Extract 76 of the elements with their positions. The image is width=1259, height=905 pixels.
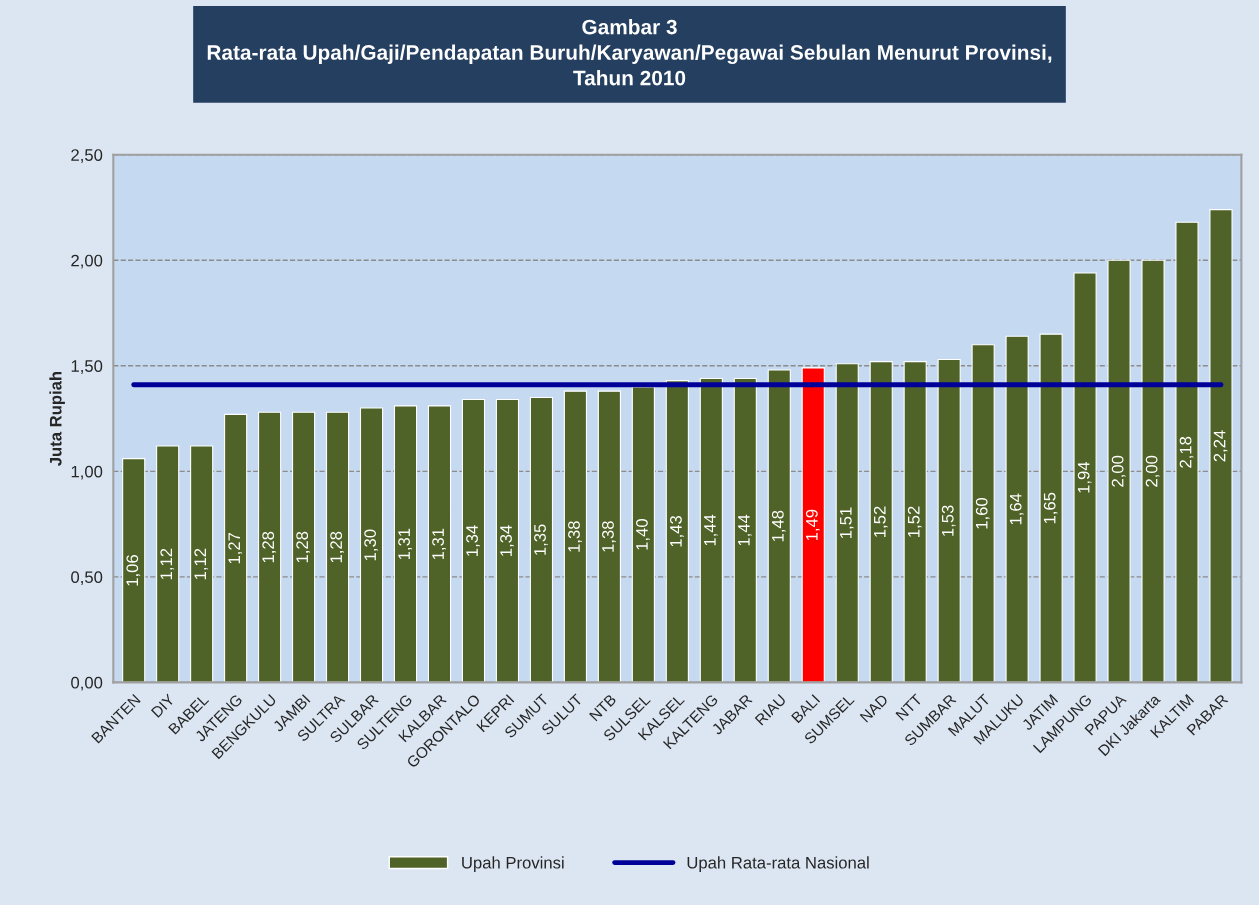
bar: [801, 367, 825, 683]
bar: [1209, 209, 1233, 683]
data-label: 1,38: [602, 521, 616, 552]
data-label: 1,34: [500, 525, 514, 556]
data-label: 1,28: [262, 531, 277, 563]
bar: [1005, 335, 1029, 683]
y-tick-label: 0,00: [71, 676, 103, 691]
legend-label: Upah Rata-rata Nasional: [687, 856, 869, 872]
bar: [156, 445, 180, 683]
bar: [597, 390, 621, 683]
data-label: 1,65: [1043, 492, 1058, 524]
bar: [1141, 259, 1165, 683]
data-label: 1,43: [670, 515, 684, 547]
bar: [563, 390, 588, 683]
data-label: 1,27: [228, 532, 243, 564]
data-label: 1,64: [1009, 493, 1024, 525]
data-label: 1,44: [738, 514, 752, 546]
bar: [937, 358, 961, 683]
data-label: 1,52: [873, 506, 888, 537]
bar: [258, 411, 282, 683]
legend-label: Upah Provinsi: [462, 856, 564, 872]
data-label: 1,52: [907, 506, 922, 537]
bar: [461, 399, 486, 683]
y-tick-label: 1,00: [71, 465, 103, 480]
y-tick-label: 2,50: [71, 149, 103, 163]
bar: [1107, 259, 1131, 683]
bar: [665, 380, 689, 683]
bar: [122, 458, 146, 683]
data-label: 1,28: [296, 531, 311, 563]
data-label: 1,30: [364, 529, 378, 561]
bar: [699, 377, 723, 683]
data-label: 1,60: [975, 497, 990, 529]
y-tick-label: 2,00: [71, 254, 103, 269]
chart-title: Gambar 3 Rata-rata Upah/Gaji/Pendapatan Buruh/Karyawan/Pegawai Sebulan Menurut Provinsi, Tahun 2010: [207, 19, 1052, 86]
data-label: 2,00: [1111, 455, 1126, 487]
y-axis-title: Juta Rupiah: [49, 371, 65, 466]
data-label: 1,35: [534, 524, 548, 555]
data-label: 1,40: [636, 519, 650, 550]
data-label: 1,48: [771, 510, 786, 542]
y-tick-label: 1,50: [71, 360, 103, 374]
bar: [971, 344, 995, 683]
data-label: 1,12: [194, 548, 209, 580]
bar: [325, 411, 350, 683]
data-label: 2,24: [1213, 430, 1228, 462]
data-label: 1,28: [330, 531, 345, 563]
data-label: 1,31: [432, 528, 446, 560]
bar: [631, 386, 655, 683]
data-label: 1,44: [704, 514, 718, 546]
bar: [835, 363, 859, 683]
bar: [495, 399, 520, 683]
y-tick-label: 0,50: [71, 571, 103, 586]
data-label: 1,51: [840, 507, 854, 538]
data-label: 2,18: [1179, 436, 1194, 468]
data-label: 1,94: [1077, 461, 1092, 493]
data-label: 2,00: [1145, 455, 1160, 487]
bar: [869, 361, 893, 683]
bar: [224, 413, 248, 683]
data-label: 1,34: [466, 525, 480, 556]
data-label: 1,38: [568, 521, 582, 552]
bar: [903, 361, 927, 683]
bar: [359, 407, 384, 683]
data-label: 1,49: [805, 509, 820, 541]
bar: [733, 377, 757, 683]
data-label: 1,31: [398, 528, 412, 560]
bar: [1175, 221, 1199, 683]
bar: [1073, 272, 1097, 683]
data-label: 1,06: [126, 555, 141, 586]
bar: [291, 411, 316, 683]
bar: [1039, 333, 1063, 683]
bar: [427, 405, 452, 683]
bar: [529, 396, 554, 683]
bar: [393, 405, 418, 683]
bar: [190, 445, 214, 683]
data-label: 1,53: [941, 505, 956, 536]
bar: [767, 369, 791, 683]
data-label: 1,12: [160, 548, 175, 580]
